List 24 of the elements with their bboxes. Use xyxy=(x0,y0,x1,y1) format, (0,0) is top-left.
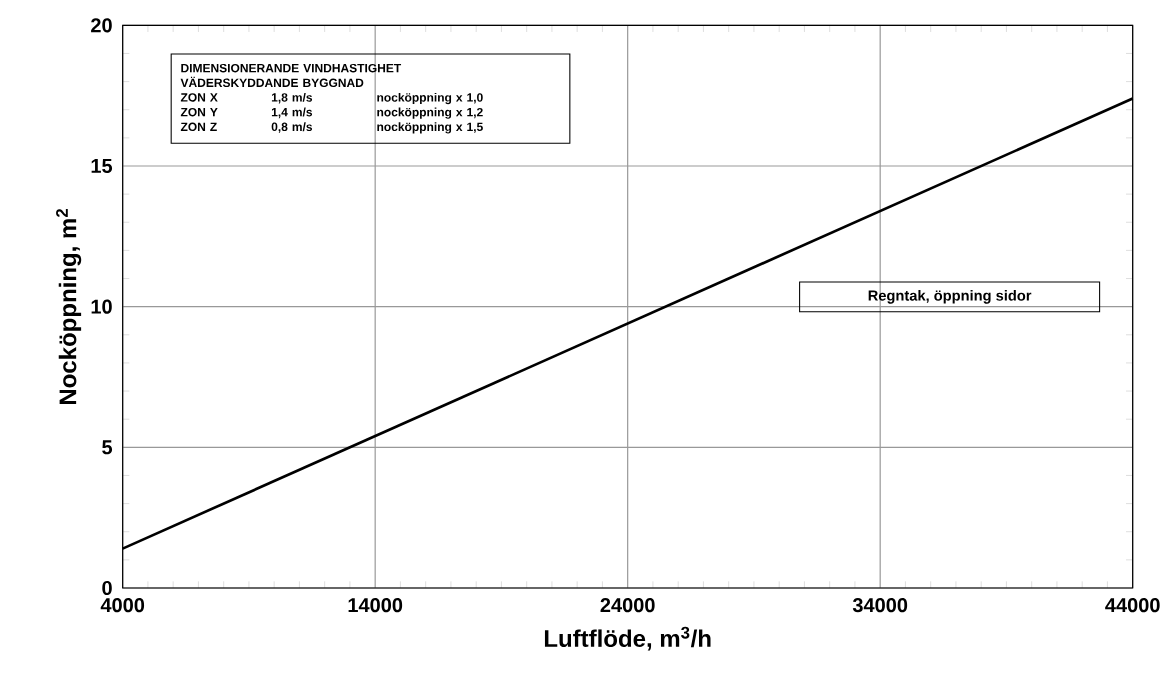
annotation: VÄDERSKYDDANDE BYGGNAD xyxy=(180,76,364,88)
y-tick-label: 20 xyxy=(91,18,112,33)
annotation: 1,4 m/s xyxy=(271,107,313,119)
y-tick-label: 15 xyxy=(91,159,113,173)
x-tick-label: 4000 xyxy=(100,598,145,613)
annotation: ZON Y xyxy=(180,107,218,117)
y-tick-label: 10 xyxy=(91,299,112,314)
x-axis-title: Luftflöde, m$^{3}$/h xyxy=(544,626,711,651)
annotation: nocköppning x 1,0 xyxy=(377,92,483,105)
x-tick-label: 24000 xyxy=(600,598,655,613)
annotation: 1,8 m/s xyxy=(271,92,313,104)
annotation: nocköppning x 1,2 xyxy=(377,107,483,119)
y-tick-label: 5 xyxy=(102,440,113,455)
annotation: ZON X xyxy=(180,93,218,102)
x-tick-label: 34000 xyxy=(852,598,908,613)
x-tick-label: 14000 xyxy=(348,598,403,613)
x-tick-label: 44000 xyxy=(1105,598,1160,613)
annotation: 0,8 m/s xyxy=(271,122,313,133)
annotation: DIMENSIONERANDE VINDHASTIGHET xyxy=(181,63,402,73)
y-tick-label: 0 xyxy=(102,580,112,596)
annotation: ZON Z xyxy=(180,122,217,132)
annotation: nocköppning x 1,5 xyxy=(377,122,483,134)
y-axis-title: Nocköppning, m$^{2}$ xyxy=(56,209,82,405)
annotation: Regntak, öppning sidor xyxy=(868,289,1032,304)
